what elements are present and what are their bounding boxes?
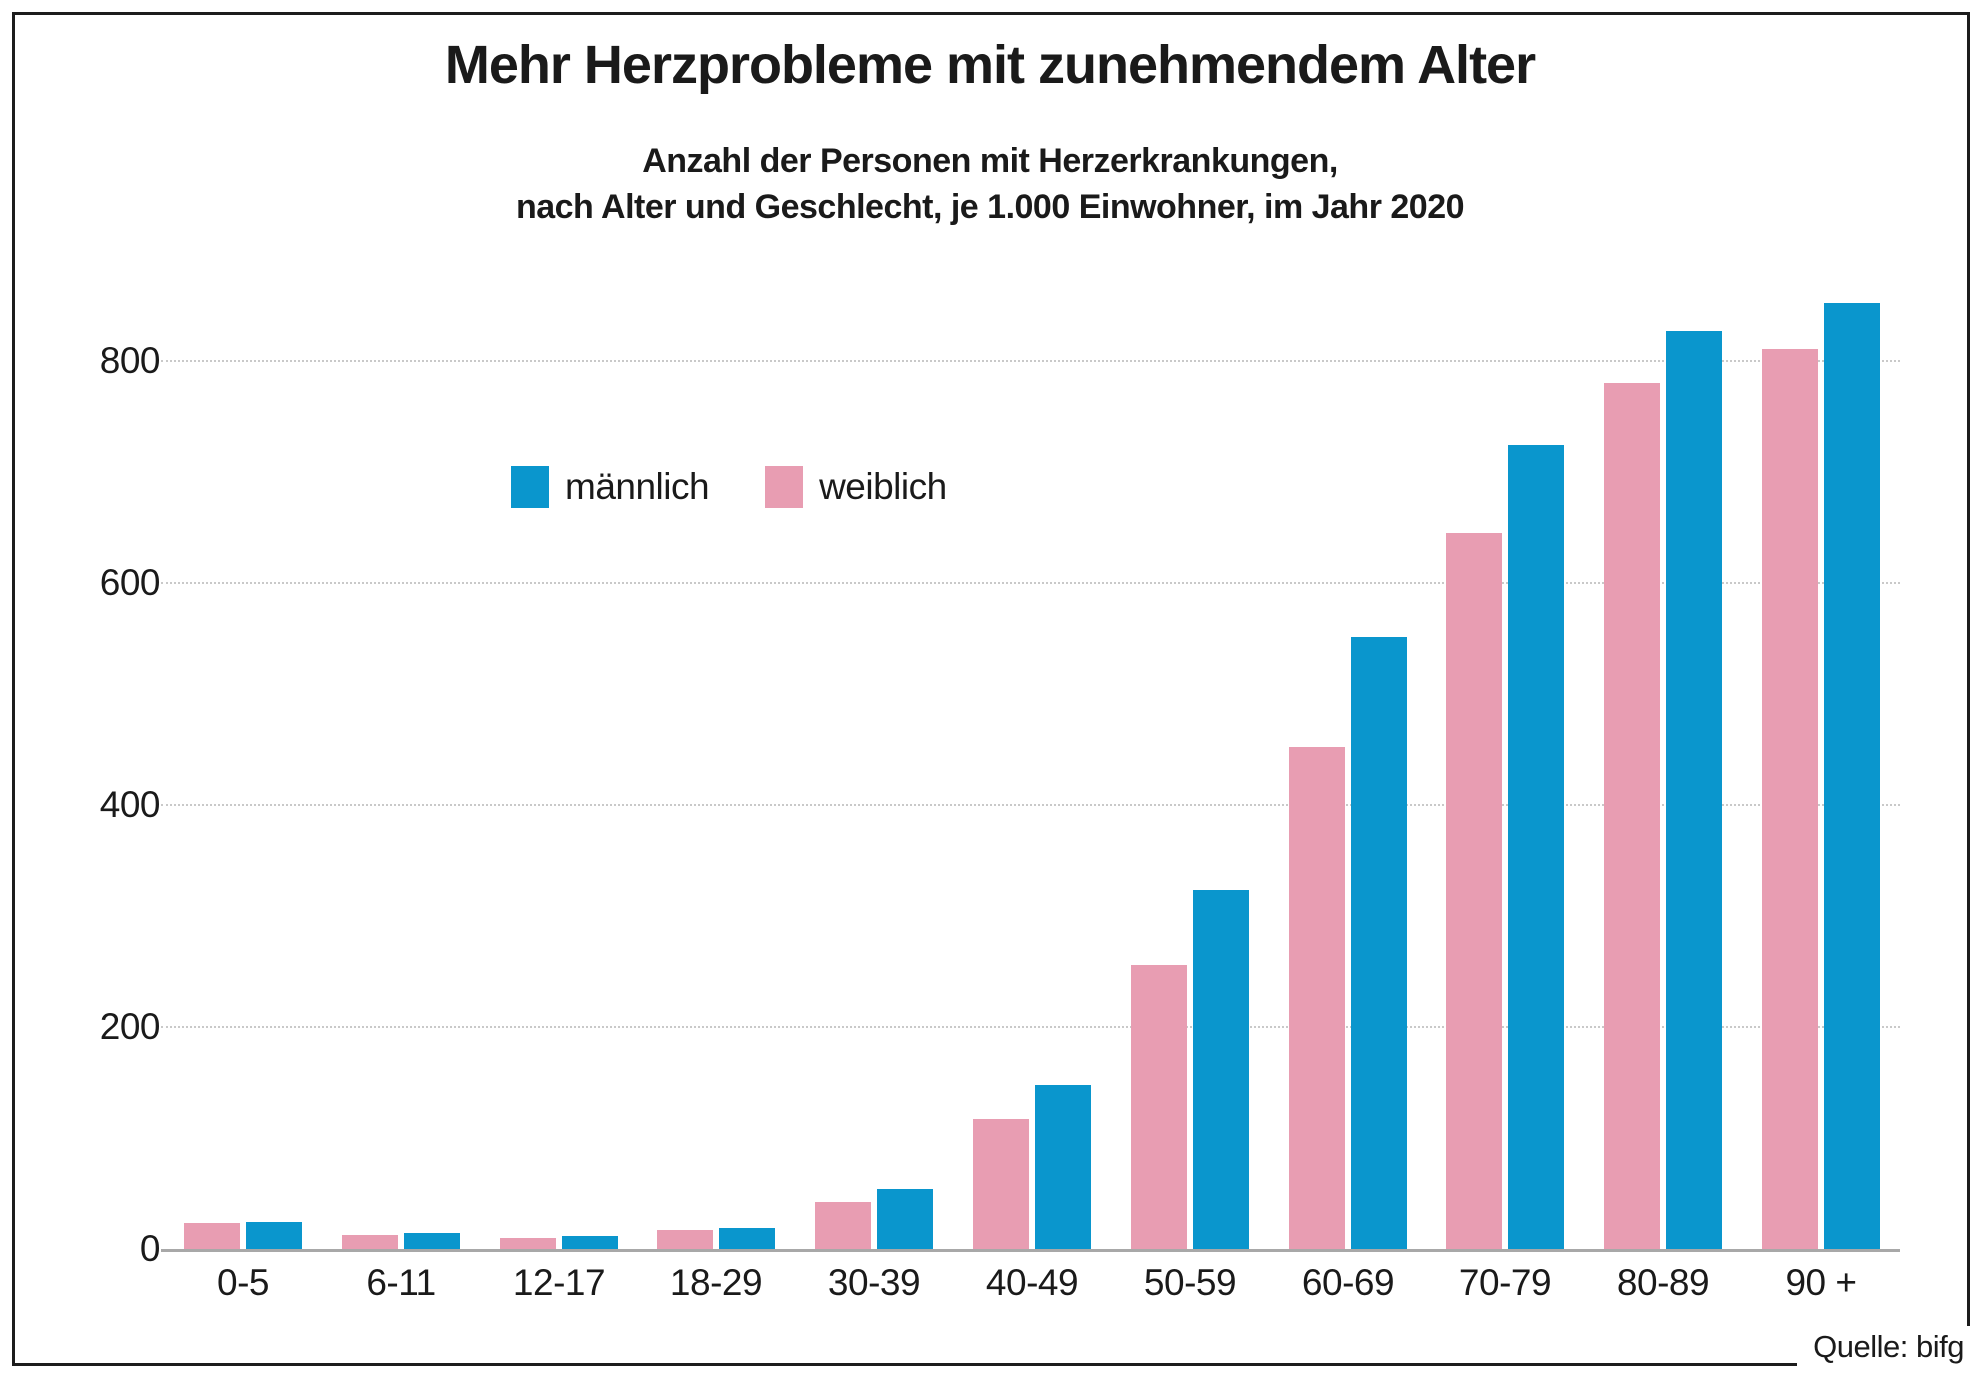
legend-label-maennlich: männlich (565, 466, 710, 507)
bar-weiblich-0-5 (184, 1223, 240, 1249)
legend-swatch-weiblich-icon (765, 466, 804, 508)
bar-männlich-40-49 (1035, 1085, 1091, 1249)
gridline-y-200 (161, 1026, 1900, 1028)
bar-männlich-30-39 (877, 1189, 933, 1249)
bar-weiblich-90+ (1762, 349, 1818, 1249)
bar-männlich-90+ (1824, 303, 1880, 1249)
bar-männlich-60-69 (1351, 637, 1407, 1249)
y-axis-tick-200: 200 (99, 1006, 161, 1047)
chart-border-frame (12, 12, 1970, 1366)
bar-männlich-6-11 (404, 1233, 460, 1249)
x-axis-tick-0-5: 0-5 (217, 1262, 269, 1303)
x-axis-tick-18-29: 18-29 (669, 1262, 763, 1303)
chart-title: Mehr Herzprobleme mit zunehmendem Alter (444, 35, 1536, 95)
legend-swatch-maennlich-icon (511, 466, 549, 508)
bar-weiblich-12-17 (500, 1238, 556, 1249)
x-axis-tick-12-17: 12-17 (512, 1262, 606, 1303)
bar-weiblich-18-29 (657, 1230, 713, 1249)
bar-weiblich-40-49 (973, 1119, 1029, 1249)
x-axis-tick-50-59: 50-59 (1143, 1262, 1237, 1303)
plot-area (161, 300, 1900, 1252)
y-axis-tick-800: 800 (99, 340, 161, 382)
bar-männlich-50-59 (1193, 890, 1249, 1249)
bar-weiblich-6-11 (342, 1235, 398, 1249)
chart-subtitle: Anzahl der Personen mit Herzerkrankungen… (0, 138, 1980, 230)
chart-subtitle-line1: Anzahl der Personen mit Herzerkrankungen… (642, 142, 1338, 180)
bar-weiblich-70-79 (1446, 533, 1502, 1249)
source-label: Quelle: bifg (1797, 1326, 1972, 1368)
bar-weiblich-80-89 (1604, 383, 1660, 1249)
x-axis-tick-40-49: 40-49 (985, 1262, 1079, 1303)
bar-weiblich-60-69 (1289, 747, 1345, 1249)
bar-weiblich-30-39 (815, 1202, 871, 1249)
bar-männlich-70-79 (1508, 445, 1564, 1249)
bar-männlich-12-17 (562, 1236, 618, 1249)
gridline-y-800 (161, 360, 1900, 363)
y-axis-tick-600: 600 (99, 562, 161, 604)
x-axis-tick-70-79: 70-79 (1458, 1262, 1552, 1303)
bar-männlich-80-89 (1666, 331, 1722, 1249)
x-axis-tick-80-89: 80-89 (1616, 1262, 1710, 1303)
x-axis-tick-60-69: 60-69 (1301, 1262, 1395, 1303)
gridline-y-400 (161, 804, 1900, 807)
x-axis-tick-6-11: 6-11 (366, 1262, 436, 1303)
legend-label-weiblich: weiblich (819, 466, 947, 507)
gridline-y-600 (161, 582, 1900, 585)
legend-item-maennlich: männlich (511, 466, 710, 508)
x-axis-tick-30-39: 30-39 (827, 1262, 921, 1303)
legend-item-weiblich: weiblich (765, 466, 947, 508)
bar-weiblich-50-59 (1131, 965, 1187, 1249)
x-axis-tick-90+: 90 + (1785, 1262, 1857, 1303)
bar-männlich-0-5 (246, 1222, 302, 1249)
chart-subtitle-line2: nach Alter und Geschlecht, je 1.000 Einw… (515, 188, 1465, 226)
bar-männlich-18-29 (719, 1228, 775, 1249)
y-axis-tick-0: 0 (139, 1228, 161, 1269)
legend: männlich weiblich (511, 466, 1003, 508)
y-axis-tick-400: 400 (99, 784, 161, 826)
